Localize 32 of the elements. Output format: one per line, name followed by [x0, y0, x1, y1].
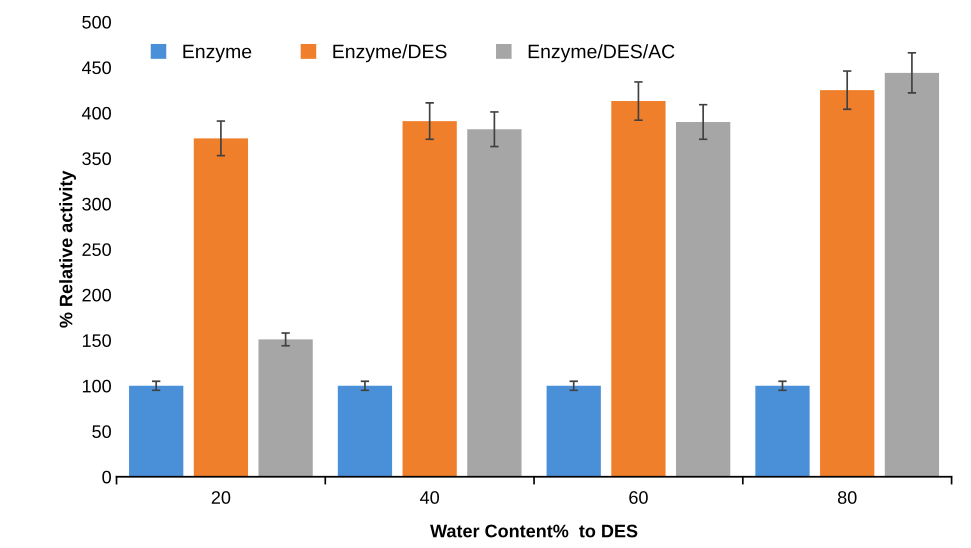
bar: [820, 90, 874, 477]
y-tick-label: 500: [82, 16, 111, 29]
y-tick-label: 450: [82, 61, 111, 74]
y-tick-label: 350: [82, 152, 111, 166]
bar: [611, 101, 666, 477]
bar: [884, 72, 940, 477]
bar: [755, 386, 810, 477]
y-tick-label: 0: [102, 470, 111, 484]
y-tick-label: 100: [82, 380, 111, 393]
x-tick-label: 20: [212, 491, 230, 504]
bar: [129, 386, 184, 477]
x-axis-title: Water Content% to DES: [430, 524, 638, 538]
bar: [402, 121, 457, 477]
y-axis-title: % Relative activity: [59, 170, 76, 328]
bar: [546, 386, 601, 477]
y-tick-label: 300: [82, 198, 111, 211]
bar: [258, 339, 313, 477]
y-tick-label: 250: [82, 243, 111, 256]
y-tick-label: 200: [82, 288, 111, 302]
bar: [676, 122, 730, 477]
legend-label: Enzyme: [183, 44, 252, 62]
bar: [194, 138, 248, 477]
x-tick-label: 80: [838, 491, 857, 504]
legend-label: Enzyme/DES: [333, 44, 447, 62]
y-tick-label: 150: [82, 334, 111, 348]
legend-label: Enzyme/DES/AC: [528, 44, 674, 62]
x-tick-label: 40: [420, 491, 440, 504]
bar: [338, 386, 392, 477]
y-tick-label: 400: [82, 106, 111, 120]
x-tick-label: 60: [629, 491, 648, 504]
y-tick-label: 50: [92, 425, 111, 438]
bar: [467, 129, 522, 477]
